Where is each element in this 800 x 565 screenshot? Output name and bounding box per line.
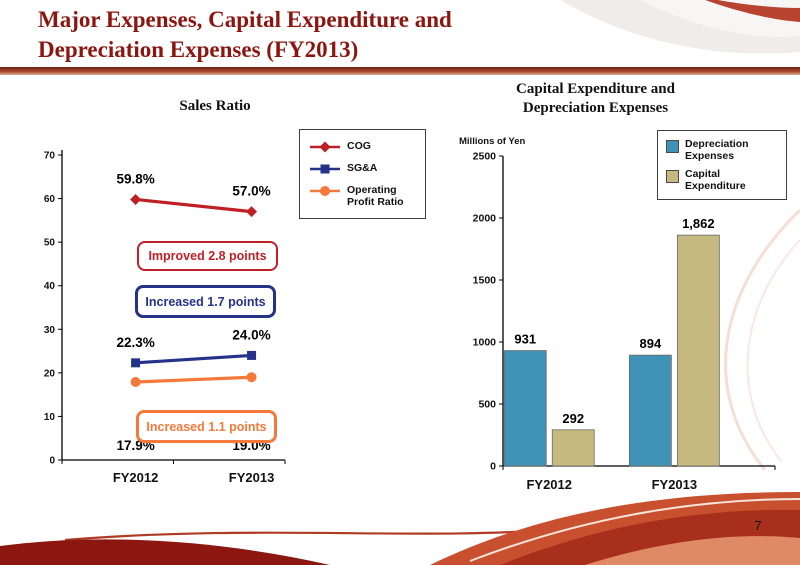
y-tick-label: 2000 <box>473 213 497 225</box>
top-right-gray-swoosh <box>560 0 800 54</box>
bottom-curve-line <box>64 509 800 542</box>
page-number: 7 <box>754 518 762 533</box>
depreciation-expenses-bar-fy2012 <box>503 350 547 467</box>
capex-chart-title-line-1: Capital Expenditure and <box>516 81 675 97</box>
legend-item-depreciation-expenses: Depreciation Expenses <box>666 138 778 162</box>
legend-label: Capital Expenditure <box>685 168 746 193</box>
y-tick-label: 2500 <box>473 151 497 163</box>
capex-legend: Depreciation Expenses Capital Expenditure <box>657 130 787 201</box>
x-category-label: FY2013 <box>229 470 275 485</box>
page-title-line-2: Depreciation Expenses (FY2013) <box>38 36 359 62</box>
circle-icon <box>320 186 330 196</box>
sales-ratio-legend: COG SG&A Operating Profit Ratio <box>299 129 426 220</box>
operating-profit-ratio-marker-icon <box>130 377 141 388</box>
units-label: Millions of Yen <box>459 136 526 147</box>
y-tick-label: 20 <box>44 368 56 379</box>
y-tick-label: 1500 <box>473 275 497 287</box>
cog-marker-icon <box>246 206 258 218</box>
y-tick-label: 0 <box>490 461 496 473</box>
annotation-cog-improved: Improved 2.8 points <box>137 241 278 271</box>
depreciation-expenses-value-label: 894 <box>640 336 662 351</box>
y-tick-label: 50 <box>44 238 56 249</box>
page-title: Major Expenses, Capital Expenditure and … <box>38 5 452 65</box>
title-accent-bar <box>0 67 800 75</box>
capital-expenditure-bar-fy2012 <box>551 429 595 467</box>
y-tick-label: 1000 <box>473 337 497 349</box>
operating-profit-ratio-line <box>135 375 252 384</box>
sg-a-marker-icon <box>131 358 141 368</box>
legend-item-capital-expenditure: Capital Expenditure <box>666 168 778 192</box>
legend-label: COG <box>347 140 371 152</box>
y-tick-label: 10 <box>44 412 56 423</box>
sg-a-point-label: 22.3% <box>116 335 154 350</box>
annotation-sga-increased: Increased 1.7 points <box>135 285 276 318</box>
x-category-label: FY2012 <box>526 477 572 492</box>
y-tick-label: 500 <box>478 399 496 411</box>
capex-bar-chart: 0 500 1000 1500 2000 2500 FY2012 FY2013 931 894 29… <box>473 151 776 492</box>
legend-item-sg-a: SG&A <box>309 162 416 176</box>
capex-chart-title-line-2: Depreciation Expenses <box>522 99 669 116</box>
capital-expenditure-bar-fy2013 <box>676 234 720 467</box>
square-icon <box>320 164 330 174</box>
capital-expenditure-value-label: 1,862 <box>682 216 715 231</box>
annotation-opr-increased: Increased 1.1 points <box>136 410 277 443</box>
depreciation-expenses-bar-fy2013 <box>628 354 672 467</box>
operating-profit-ratio-marker-icon <box>246 372 257 383</box>
cog-line <box>135 197 252 214</box>
cog-marker-icon <box>130 193 142 205</box>
diamond-icon <box>319 141 331 153</box>
x-category-label: FY2013 <box>652 477 698 492</box>
x-category-label: FY2012 <box>113 470 159 485</box>
y-tick-label: 70 <box>44 151 56 162</box>
capex-chart-title: Capital Expenditure and Depreciation Exp… <box>468 80 723 118</box>
legend-label: SG&A <box>347 162 378 174</box>
bottom-left-swoosh <box>0 539 330 565</box>
top-right-light-swoosh <box>640 0 800 37</box>
y-tick-label: 0 <box>49 456 55 467</box>
y-tick-label: 60 <box>44 194 56 205</box>
sg-a-line <box>135 353 252 365</box>
cog-point-label: 59.8% <box>116 171 154 186</box>
depreciation-expenses-value-label: 931 <box>514 332 536 347</box>
cog-point-label: 57.0% <box>232 184 270 199</box>
capital-expenditure-value-label: 292 <box>562 411 584 426</box>
sg-a-marker-icon <box>247 350 257 360</box>
square-swatch-icon <box>310 164 340 174</box>
sg-a-point-label: 24.0% <box>232 327 270 342</box>
color-swatch-icon <box>666 140 679 153</box>
top-right-red-swoosh <box>705 0 800 22</box>
sales-ratio-line-chart: 0 10 20 30 40 50 60 70 FY2012 FY2013 59.8% 57.0% 22.… <box>44 150 286 485</box>
sales-ratio-chart-title: Sales Ratio <box>179 98 251 114</box>
circle-swatch-icon <box>310 186 340 196</box>
y-tick-label: 30 <box>44 325 56 336</box>
page-title-line-1: Major Expenses, Capital Expenditure and <box>38 7 452 32</box>
legend-label: Operating Profit Ratio <box>347 184 404 209</box>
y-tick-label: 40 <box>44 281 56 292</box>
legend-item-cog: COG <box>309 140 416 154</box>
diamond-swatch-icon <box>310 141 340 153</box>
legend-label: Depreciation Expenses <box>685 138 749 163</box>
legend-item-operating-profit-ratio: Operating Profit Ratio <box>309 184 416 208</box>
color-swatch-icon <box>666 170 679 184</box>
bottom-right-swoosh-3 <box>585 536 800 565</box>
